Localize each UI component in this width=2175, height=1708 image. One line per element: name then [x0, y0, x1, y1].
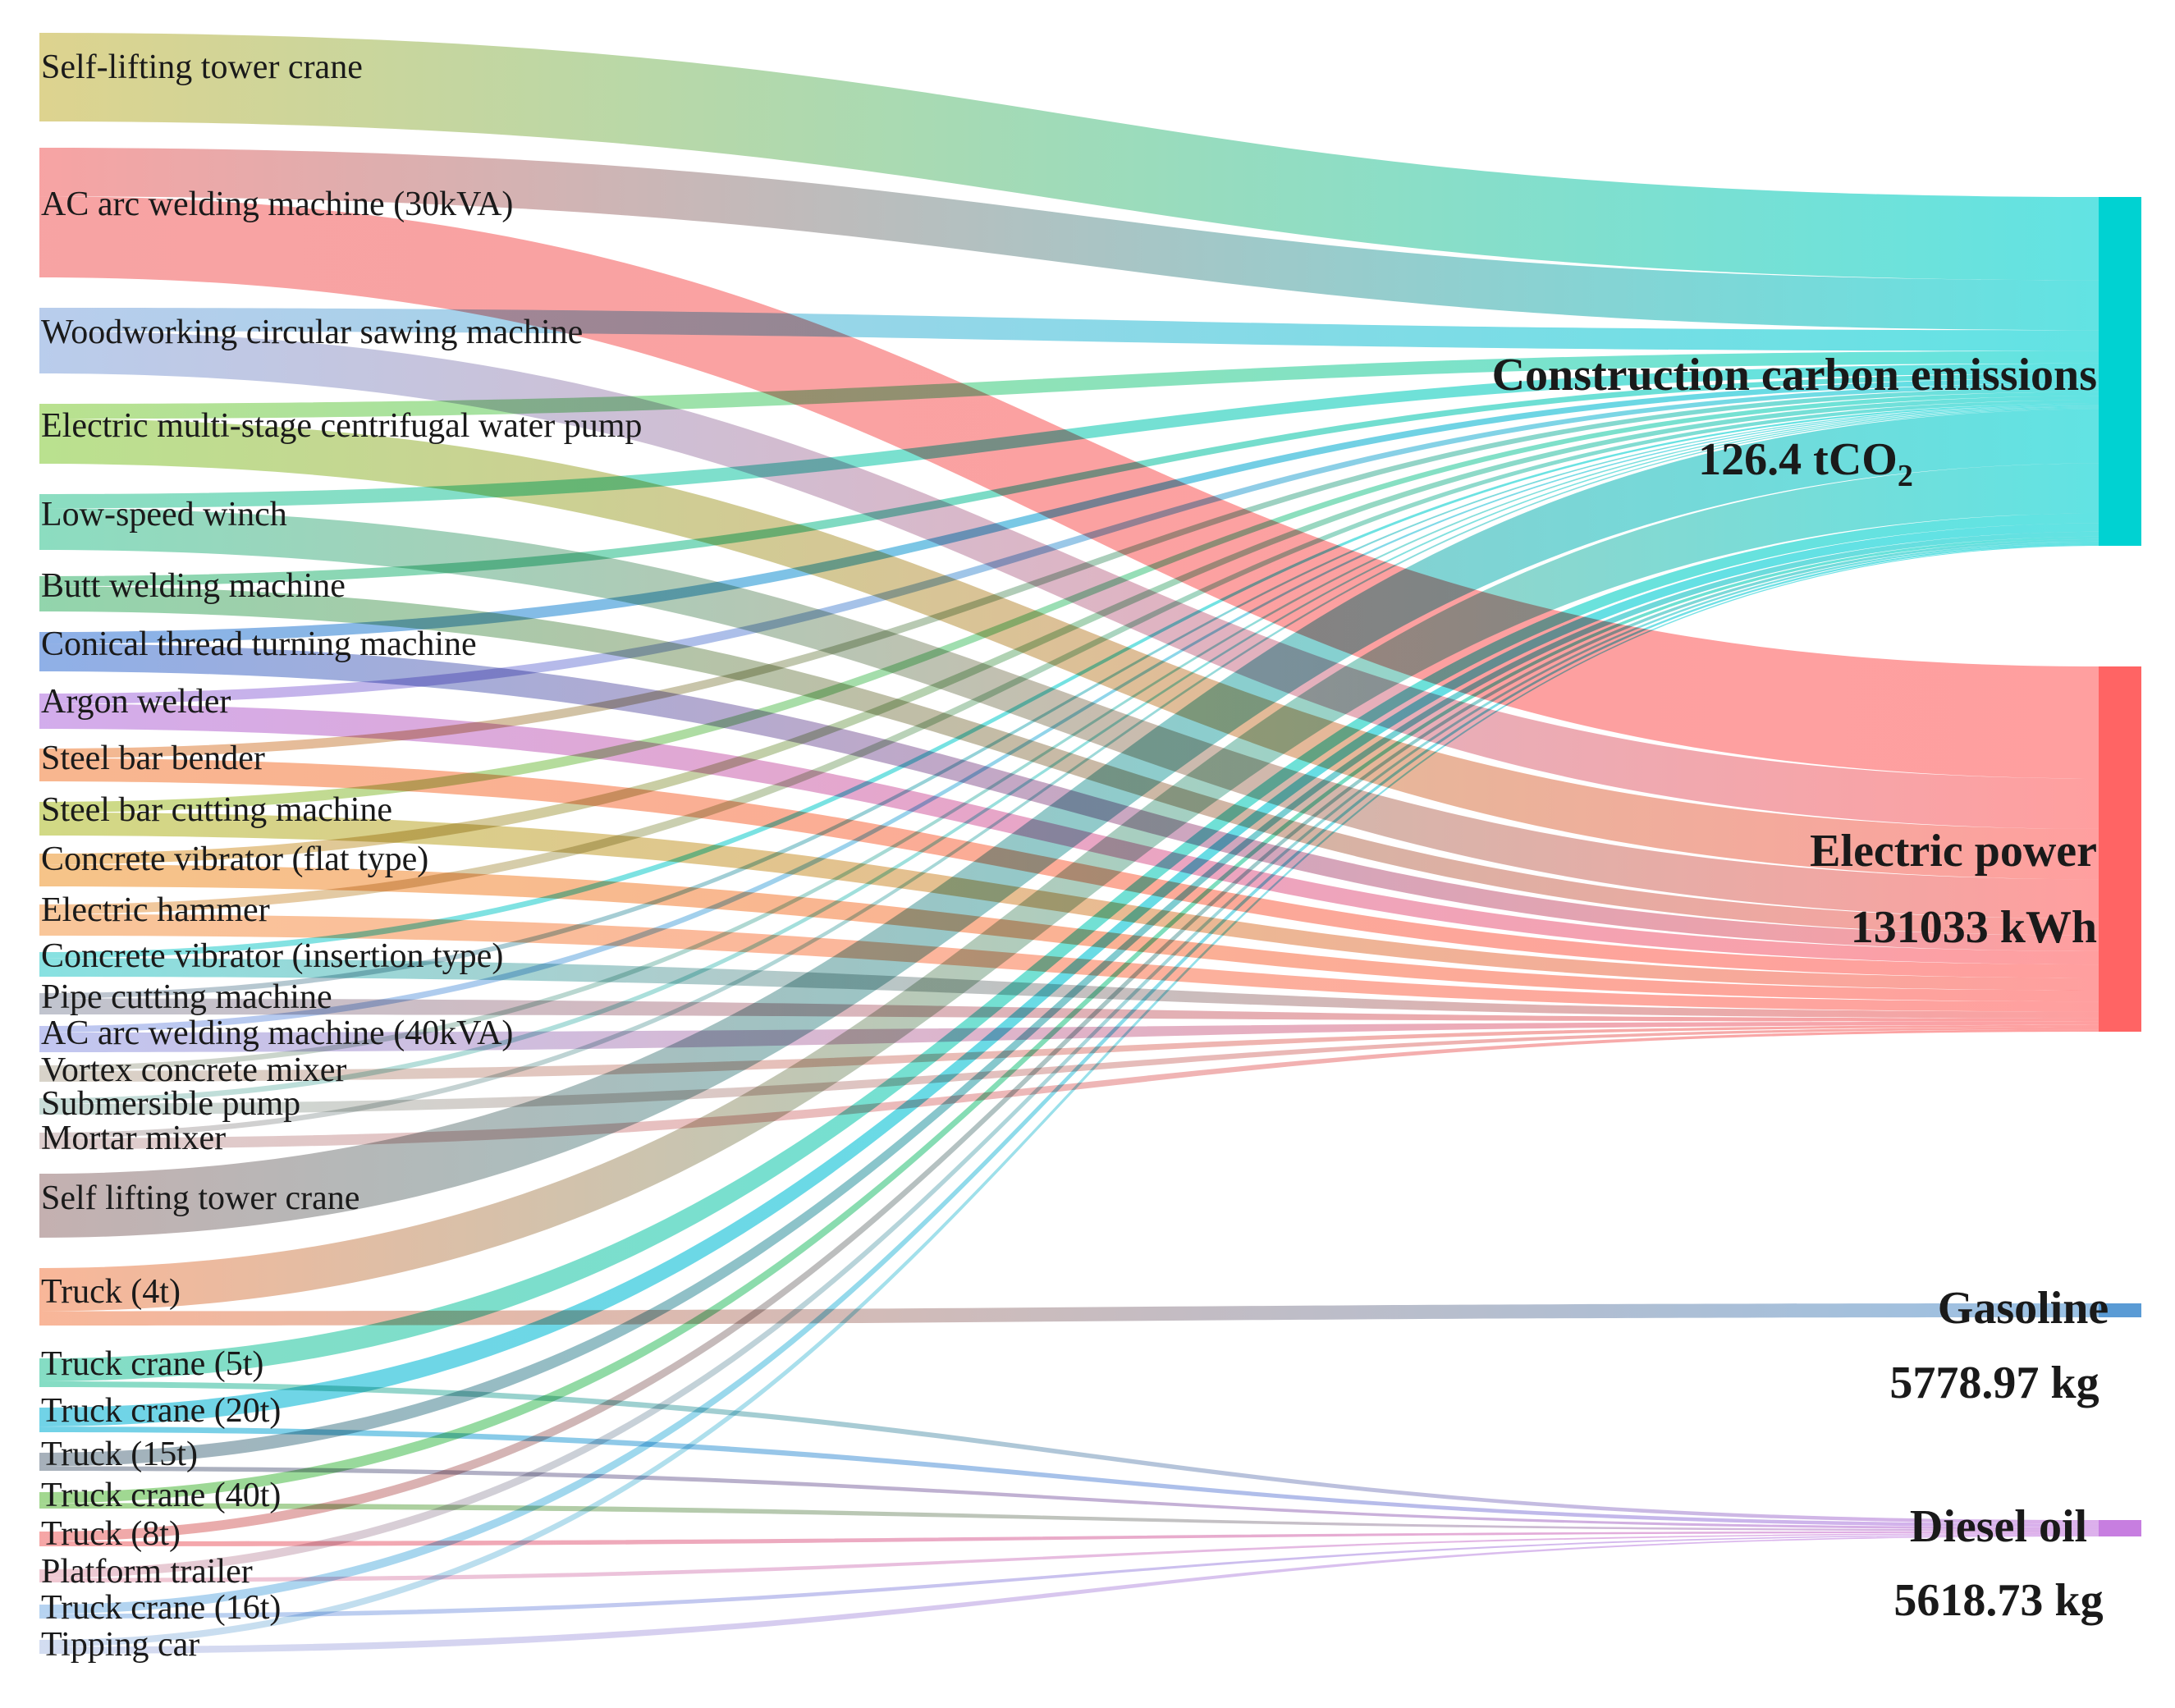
- link-20-construction: [39, 513, 2099, 1381]
- link-13-electric: [39, 998, 2099, 1022]
- link-6-construction: [39, 378, 2099, 644]
- link-11-electric: [39, 914, 2099, 1012]
- source-labels: Self-lifting tower crane AC arc welding m…: [41, 48, 642, 1664]
- link-22-diesel: [39, 1466, 2099, 1530]
- source-label: Self lifting tower crane: [41, 1179, 359, 1217]
- link-26-construction: [39, 543, 2099, 1614]
- link-12-construction: [39, 403, 2099, 959]
- target-bar-construction: [2099, 197, 2141, 546]
- source-label: Conical thread turning machine: [41, 625, 477, 663]
- source-label: Truck crane (40t): [41, 1477, 281, 1514]
- target-value-diesel: 5618.73 kg: [1893, 1575, 2103, 1626]
- link-3-construction: [39, 350, 2099, 419]
- target-bars: [2099, 197, 2141, 1536]
- link-10-construction: [39, 396, 2099, 865]
- target-value-gasoline: 5778.97 kg: [1889, 1358, 2099, 1408]
- target-value-construction-sub: 2: [1898, 459, 1913, 493]
- link-25-diesel: [39, 1532, 2099, 1582]
- link-5-electric: [39, 586, 2099, 936]
- source-label: Platform trailer: [41, 1553, 253, 1591]
- link-24-construction: [39, 538, 2099, 1541]
- source-label: Concrete vibrator (insertion type): [41, 937, 503, 975]
- source-label: AC arc welding machine (40kVA): [41, 1014, 513, 1052]
- source-label: Electric multi-stage centrifugal water p…: [41, 407, 642, 445]
- source-label: Butt welding machine: [41, 567, 346, 605]
- link-4-construction: [39, 363, 2099, 509]
- link-22-construction: [39, 531, 2099, 1467]
- link-18-construction: [39, 409, 2099, 1238]
- link-12-electric: [39, 958, 2099, 1019]
- source-label: Self-lifting tower crane: [41, 48, 363, 86]
- link-16-construction: [39, 407, 2099, 1104]
- link-5-construction: [39, 373, 2099, 587]
- source-label: Steel bar cutting machine: [41, 791, 392, 829]
- link-16-electric: [39, 1027, 2099, 1115]
- link-0-construction: [39, 33, 2099, 281]
- source-label: Truck (8t): [41, 1515, 181, 1553]
- link-2-electric: [39, 331, 2099, 829]
- source-label: Truck (15t): [41, 1436, 198, 1473]
- target-label-electric: Electric power: [1810, 826, 2097, 877]
- source-label: Mortar mixer: [41, 1120, 226, 1157]
- link-9-construction: [39, 392, 2099, 813]
- link-21-construction: [39, 523, 2099, 1427]
- target-labels: Construction carbon emissions 126.4 tCO2…: [1492, 350, 2109, 1626]
- target-value-construction: 126.4 tCO2: [1698, 434, 1913, 493]
- source-label: Pipe cutting machine: [41, 978, 332, 1016]
- target-value-electric: 131033 kWh: [1851, 902, 2097, 953]
- link-19-construction: [39, 463, 2099, 1312]
- link-15-electric: [39, 1024, 2099, 1082]
- link-24-diesel: [39, 1531, 2099, 1546]
- target-bar-diesel: [2099, 1520, 2141, 1536]
- target-label-construction: Construction carbon emissions: [1492, 350, 2097, 401]
- source-label: Truck crane (20t): [41, 1392, 281, 1430]
- source-label: Tipping car: [41, 1626, 199, 1664]
- source-label: Electric hammer: [41, 891, 270, 929]
- source-label: Low-speed winch: [41, 496, 287, 533]
- source-label: Vortex concrete mixer: [41, 1051, 346, 1089]
- source-label: Submersible pump: [41, 1085, 300, 1123]
- source-label: AC arc welding machine (30kVA): [41, 185, 513, 223]
- link-7-construction: [39, 383, 2099, 704]
- source-label: Concrete vibrator (flat type): [41, 840, 428, 878]
- link-2-construction: [39, 308, 2099, 351]
- link-23-construction: [39, 536, 2099, 1504]
- source-label: Argon welder: [41, 683, 231, 721]
- source-label: Steel bar bender: [41, 740, 265, 777]
- sankey-links: [39, 33, 2099, 1654]
- link-13-construction: [39, 405, 2099, 999]
- link-20-diesel: [39, 1381, 2099, 1524]
- link-23-diesel: [39, 1503, 2099, 1532]
- link-17-electric: [39, 1029, 2099, 1149]
- source-label: Truck crane (16t): [41, 1589, 281, 1627]
- source-label: Truck (4t): [41, 1273, 181, 1311]
- link-10-electric: [39, 864, 2099, 1002]
- link-3-electric: [39, 419, 2099, 880]
- link-19-gasoline: [39, 1303, 2099, 1326]
- link-14-construction: [39, 405, 2099, 1033]
- link-17-construction: [39, 408, 2099, 1138]
- link-11-construction: [39, 400, 2099, 914]
- target-bar-electric: [2099, 666, 2141, 1032]
- source-label: Truck crane (5t): [41, 1345, 263, 1383]
- source-label: Woodworking circular sawing machine: [41, 314, 583, 351]
- link-15-construction: [39, 406, 2099, 1071]
- target-bar-gasoline: [2099, 1303, 2141, 1317]
- target-value-construction-main: 126.4 tCO: [1698, 434, 1898, 485]
- target-label-diesel: Diesel oil: [1910, 1501, 2087, 1552]
- link-4-electric: [39, 508, 2099, 919]
- link-8-construction: [39, 387, 2099, 758]
- link-26-diesel: [39, 1534, 2099, 1619]
- target-label-gasoline: Gasoline: [1938, 1283, 2109, 1334]
- link-27-diesel: [39, 1535, 2099, 1654]
- link-21-diesel: [39, 1426, 2099, 1527]
- link-1-construction: [39, 148, 2099, 331]
- link-25-construction: [39, 541, 2099, 1578]
- link-27-construction: [39, 544, 2099, 1647]
